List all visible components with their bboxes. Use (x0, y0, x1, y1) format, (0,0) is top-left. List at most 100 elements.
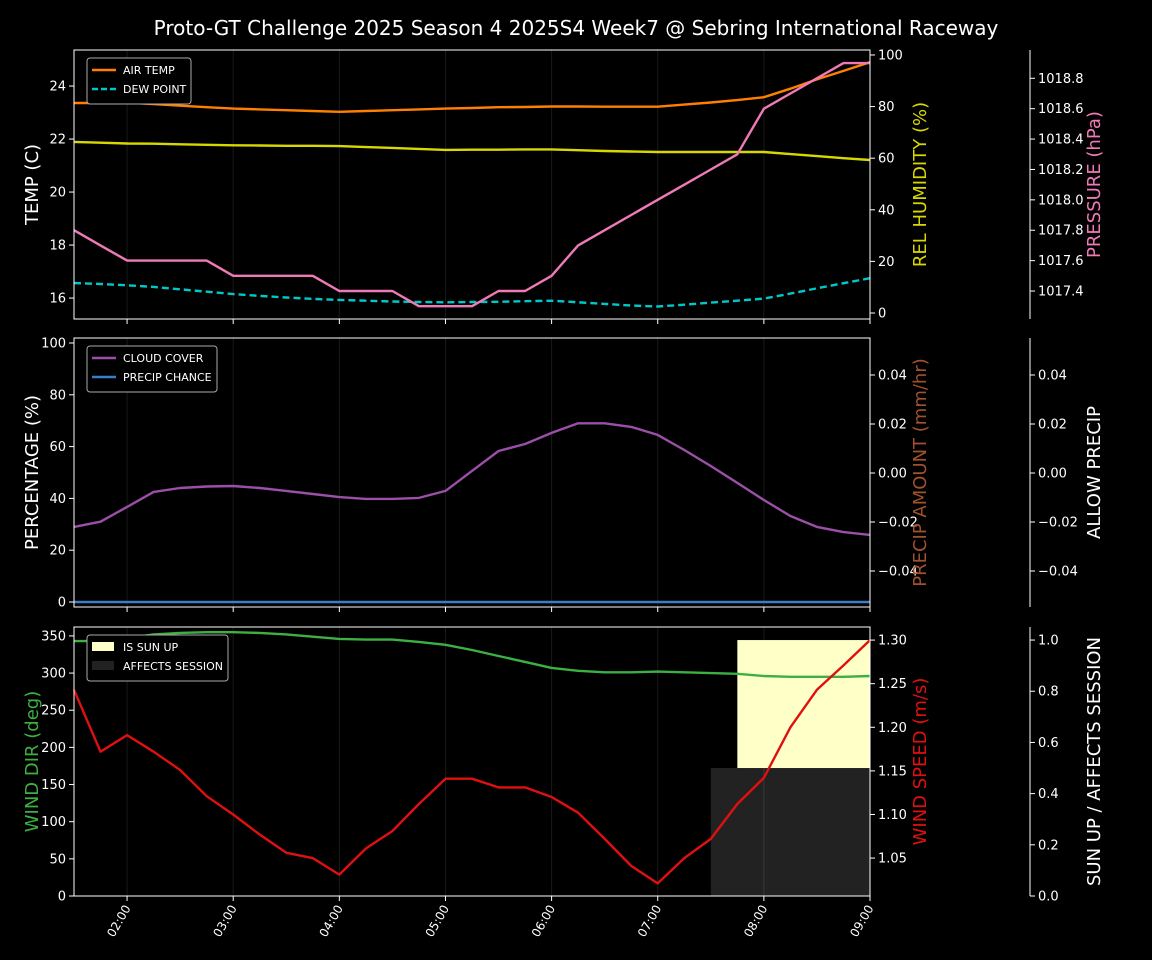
y-tick-label: 0.0 (1038, 890, 1059, 905)
y-tick-label: 0.8 (1038, 685, 1059, 700)
series-rel-humidity (73, 140, 871, 162)
y-tick-label: 16 (49, 292, 66, 307)
y-tick-label: 1017.4 (1038, 285, 1084, 300)
x-tick-label: 08:00 (741, 903, 770, 940)
y-tick-label: 24 (49, 80, 66, 95)
y-tick-label: 60 (878, 152, 895, 167)
y-tick-label: 100 (41, 815, 66, 830)
y-tick-label: 200 (41, 741, 66, 756)
panel-2: 0 20 40 60 80 100 PERCENTAGE (%) −0.04 −0.02 0.00… (22, 336, 1105, 612)
y-tick-label: 0 (878, 306, 886, 321)
y-tick-label: 50 (49, 852, 66, 867)
y-axis-label: PRESSURE (hPa) (1084, 111, 1105, 258)
legend-label: DEW POINT (123, 83, 187, 96)
y-axis-label: ALLOW PRECIP (1084, 406, 1105, 539)
y-tick-label: 0.4 (1038, 787, 1059, 802)
y-tick-label: 60 (49, 440, 66, 455)
y-tick-label: 18 (49, 239, 66, 254)
y-tick-label: 40 (878, 203, 895, 218)
y-tick-label: 350 (41, 629, 66, 644)
legend: IS SUN UP AFFECTS SESSION (86, 634, 229, 682)
y-tick-label: 80 (49, 388, 66, 403)
y-tick-label: 1.10 (878, 808, 907, 823)
y-tick-label: 300 (41, 667, 66, 682)
y-tick-label: −0.02 (1038, 515, 1078, 530)
x-tick-label: 05:00 (423, 903, 452, 940)
x-tick-label: 06:00 (529, 903, 558, 940)
y-tick-label: 1.15 (878, 764, 907, 779)
axis-right: 1.05 1.10 1.15 1.20 1.25 1.30 WIND SPEED (m/s) (870, 634, 931, 867)
y-tick-label: 1.20 (878, 721, 907, 736)
y-axis-label: TEMP (C) (22, 144, 43, 226)
y-tick-label: 0.04 (1038, 368, 1067, 383)
y-tick-label: 20 (49, 544, 66, 559)
figure-title: Proto-GT Challenge 2025 Season 4 2025S4 … (154, 16, 999, 40)
y-tick-label: 22 (49, 133, 66, 148)
x-tick-label: 03:00 (210, 903, 239, 940)
y-tick-label: −0.02 (878, 515, 918, 530)
legend-swatch (92, 661, 114, 670)
y-tick-label: 1.25 (878, 677, 907, 692)
legend-swatch (92, 642, 114, 651)
y-tick-label: 1.0 (1038, 634, 1059, 649)
series-dew-point (73, 277, 871, 308)
x-tick-label: 02:00 (104, 903, 133, 940)
y-tick-label: 1017.8 (1038, 224, 1084, 239)
y-tick-label: 1018.6 (1038, 102, 1084, 117)
series-wind-speed (72, 639, 871, 885)
y-tick-label: 0.2 (1038, 838, 1059, 853)
y-tick-label: 250 (41, 704, 66, 719)
legend-label: IS SUN UP (123, 641, 179, 654)
axis-outer-right: 1017.4 1017.6 1017.8 1018.0 1018.2 1018.4 1018… (1030, 72, 1105, 300)
y-tick-label: 0 (58, 596, 66, 611)
axis-outer-right: 0.0 0.2 0.4 0.6 0.8 1.0 SUN UP / AFFECTS SESSI… (1030, 634, 1105, 905)
plot-frame (73, 49, 871, 320)
x-tick-label: 09:00 (847, 903, 876, 940)
y-axis-label: WIND SPEED (m/s) (910, 678, 931, 846)
panel-1: 16 18 20 22 24 TEMP (C) 0 20 40 60 80 100 REL HUMIDI… (22, 48, 1105, 324)
plot-frame (73, 626, 871, 897)
fill-affects-session (710, 768, 870, 896)
y-tick-label: 1018.2 (1038, 163, 1084, 178)
y-tick-label: 1017.6 (1038, 254, 1084, 269)
y-tick-label: 1.30 (878, 634, 907, 649)
series-air-temp (74, 61, 871, 114)
legend-box (86, 634, 229, 682)
x-tick-label: 07:00 (635, 903, 664, 940)
y-axis-label: PRECIP AMOUNT (mm/hr) (910, 358, 931, 587)
y-tick-label: 100 (41, 336, 66, 351)
y-tick-label: 1018.0 (1038, 193, 1084, 208)
axis-right: 0 20 40 60 80 100 REL HUMIDITY (%) (870, 48, 931, 321)
y-tick-label: 20 (49, 186, 66, 201)
y-axis-label: SUN UP / AFFECTS SESSION (1084, 637, 1105, 886)
y-tick-label: 0.00 (878, 466, 907, 481)
y-tick-label: 20 (878, 255, 895, 270)
axis-left: 0 20 40 60 80 100 PERCENTAGE (%) (22, 336, 74, 611)
legend-box (86, 345, 218, 393)
y-tick-label: 1018.4 (1038, 133, 1084, 148)
y-tick-label: 0.00 (1038, 466, 1067, 481)
y-tick-label: 80 (878, 100, 895, 115)
y-tick-label: −0.04 (878, 564, 918, 579)
series-pressure (73, 61, 870, 308)
x-tick-label: 04:00 (317, 903, 346, 940)
legend-label: AIR TEMP (123, 64, 175, 77)
y-tick-label: 0.6 (1038, 736, 1059, 751)
legend-label: AFFECTS SESSION (123, 660, 223, 673)
y-tick-label: 1018.8 (1038, 72, 1084, 87)
y-tick-label: 0 (58, 890, 66, 905)
y-tick-label: 150 (41, 778, 66, 793)
y-tick-label: −0.04 (1038, 564, 1078, 579)
y-axis-label: PERCENTAGE (%) (22, 395, 43, 550)
legend: AIR TEMP DEW POINT (86, 57, 192, 105)
axis-left: 16 18 20 22 24 TEMP (C) (22, 80, 74, 307)
series-wind-dir (74, 631, 871, 678)
y-axis-label: REL HUMIDITY (%) (910, 102, 931, 267)
axis-right: −0.04 −0.02 0.00 0.02 0.04 PRECIP AMOUNT (mm/… (870, 358, 931, 587)
y-tick-label: 0.04 (878, 368, 907, 383)
y-tick-label: 1.05 (878, 852, 907, 867)
axis-outer-right: −0.04 −0.02 0.00 0.02 0.04 ALLOW PRECIP (1030, 368, 1105, 579)
y-tick-label: 40 (49, 492, 66, 507)
